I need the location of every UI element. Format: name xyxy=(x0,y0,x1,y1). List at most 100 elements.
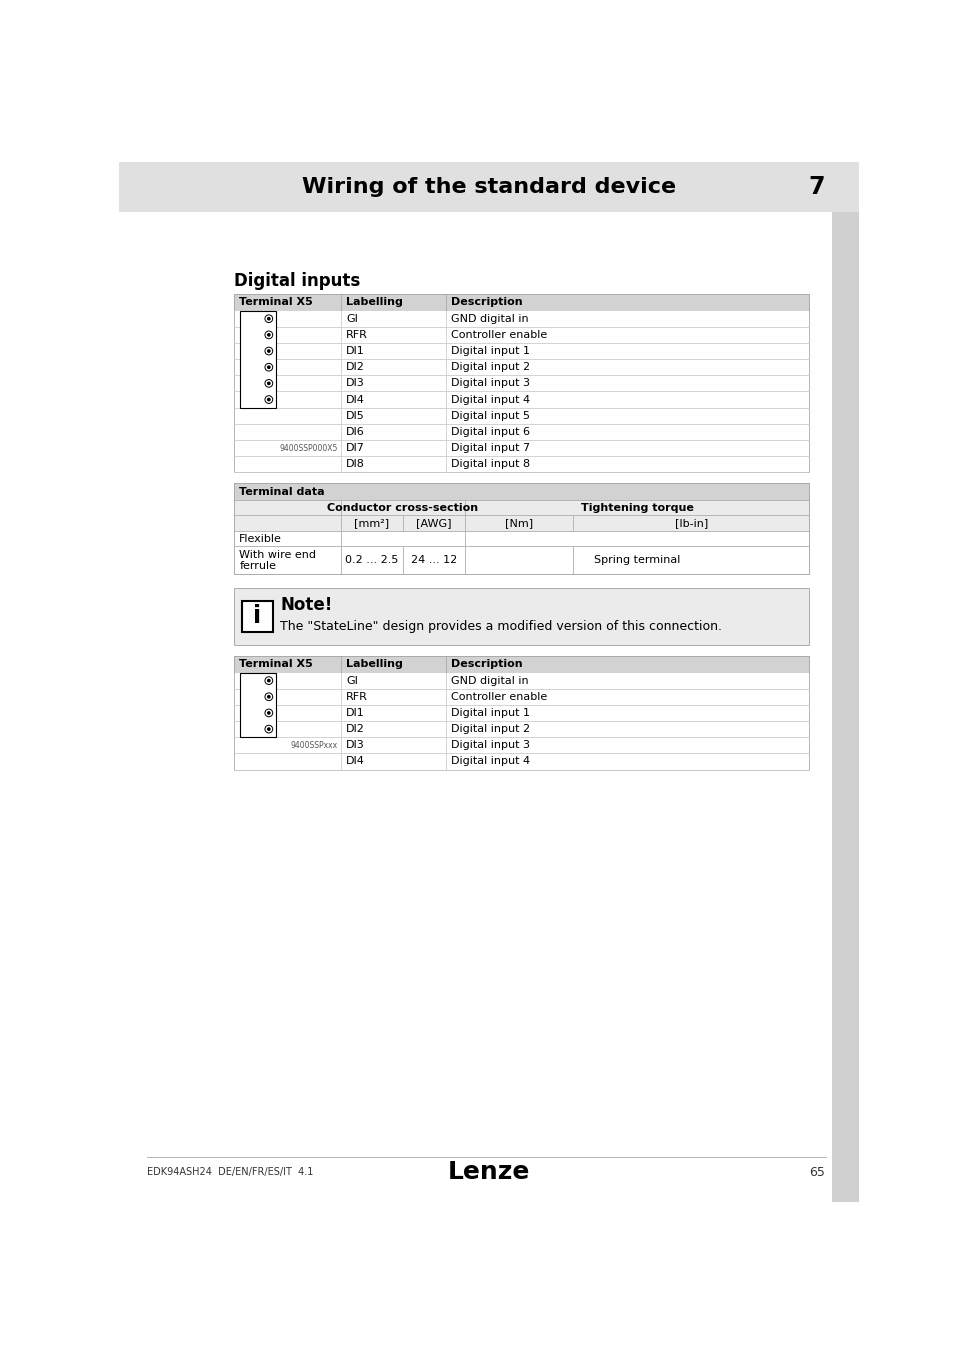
Text: DI3: DI3 xyxy=(346,740,365,751)
Bar xyxy=(233,656,808,770)
Text: 65: 65 xyxy=(808,1166,823,1179)
Text: DI1: DI1 xyxy=(346,707,365,718)
Bar xyxy=(233,547,340,574)
Bar xyxy=(233,310,808,327)
Text: Conductor cross-section: Conductor cross-section xyxy=(327,502,478,513)
Bar xyxy=(340,500,464,516)
Bar xyxy=(831,212,858,1202)
Circle shape xyxy=(265,676,273,684)
Bar xyxy=(233,483,808,574)
Text: The "StateLine" design provides a modified version of this connection.: The "StateLine" design provides a modifi… xyxy=(280,620,721,633)
Text: EDK94ASH24  DE/EN/FR/ES/IT  4.1: EDK94ASH24 DE/EN/FR/ES/IT 4.1 xyxy=(147,1168,314,1177)
Text: [lb-in]: [lb-in] xyxy=(674,518,707,528)
Circle shape xyxy=(265,315,273,323)
Text: Labelling: Labelling xyxy=(346,659,403,670)
Text: DI4: DI4 xyxy=(346,756,365,767)
Bar xyxy=(464,531,808,547)
Text: [Nm]: [Nm] xyxy=(504,518,533,528)
Bar xyxy=(241,601,273,632)
Text: DI2: DI2 xyxy=(346,362,365,373)
Bar xyxy=(233,587,808,645)
Text: 9400SSP000X5: 9400SSP000X5 xyxy=(279,444,337,452)
Bar xyxy=(340,547,402,574)
Text: DI4: DI4 xyxy=(346,394,365,405)
Text: Digital input 7: Digital input 7 xyxy=(451,443,530,454)
Bar xyxy=(464,547,573,574)
Text: [mm²]: [mm²] xyxy=(354,518,389,528)
Bar xyxy=(233,392,808,408)
Bar xyxy=(573,516,808,531)
Bar xyxy=(233,737,808,753)
Bar xyxy=(233,294,808,310)
Text: Controller enable: Controller enable xyxy=(451,329,547,340)
Bar xyxy=(233,408,808,424)
Bar xyxy=(233,753,808,769)
Text: DI1: DI1 xyxy=(346,346,365,356)
Bar xyxy=(233,516,340,531)
Text: Digital input 5: Digital input 5 xyxy=(451,410,530,421)
Bar xyxy=(233,656,808,672)
Text: Digital input 2: Digital input 2 xyxy=(451,362,530,373)
Bar xyxy=(233,440,808,456)
Circle shape xyxy=(265,331,273,339)
Text: Description: Description xyxy=(451,659,522,670)
Bar xyxy=(233,500,340,516)
Bar xyxy=(233,456,808,472)
Bar xyxy=(233,705,808,721)
Text: DI5: DI5 xyxy=(346,410,365,421)
Circle shape xyxy=(268,398,270,401)
Text: 7: 7 xyxy=(807,176,824,198)
Circle shape xyxy=(268,728,270,730)
Circle shape xyxy=(268,366,270,369)
Circle shape xyxy=(268,333,270,336)
Text: Digital input 2: Digital input 2 xyxy=(451,724,530,734)
Bar xyxy=(240,672,275,737)
Text: Digital input 8: Digital input 8 xyxy=(451,459,530,470)
Circle shape xyxy=(268,350,270,352)
Text: DI6: DI6 xyxy=(346,427,365,437)
Text: RFR: RFR xyxy=(346,691,368,702)
Text: Flexible: Flexible xyxy=(239,533,282,544)
Text: With wire end: With wire end xyxy=(239,551,316,560)
Bar xyxy=(233,327,808,343)
Text: Digital input 1: Digital input 1 xyxy=(451,346,530,356)
Bar xyxy=(119,162,858,212)
Text: Labelling: Labelling xyxy=(346,297,403,308)
Text: Terminal data: Terminal data xyxy=(239,486,325,497)
Text: Note!: Note! xyxy=(280,595,333,614)
Circle shape xyxy=(265,347,273,355)
Text: GI: GI xyxy=(346,675,357,686)
Text: Wiring of the standard device: Wiring of the standard device xyxy=(301,177,676,197)
Circle shape xyxy=(268,695,270,698)
Bar xyxy=(240,310,275,408)
Bar xyxy=(402,547,464,574)
Circle shape xyxy=(268,317,270,320)
Text: Digital input 4: Digital input 4 xyxy=(451,394,530,405)
Text: DI7: DI7 xyxy=(346,443,365,454)
Text: Lenze: Lenze xyxy=(447,1160,530,1184)
Bar xyxy=(464,516,573,531)
Circle shape xyxy=(265,709,273,717)
Text: Digital input 4: Digital input 4 xyxy=(451,756,530,767)
Text: [AWG]: [AWG] xyxy=(416,518,451,528)
Bar xyxy=(233,359,808,375)
Text: Terminal X5: Terminal X5 xyxy=(239,659,313,670)
Bar xyxy=(233,483,808,499)
Text: 24 ... 12: 24 ... 12 xyxy=(411,555,456,566)
Bar xyxy=(233,375,808,391)
Bar xyxy=(573,547,808,574)
Bar xyxy=(233,294,808,472)
Circle shape xyxy=(265,725,273,733)
Text: Tightening torque: Tightening torque xyxy=(580,502,693,513)
Circle shape xyxy=(268,679,270,682)
Bar xyxy=(233,688,808,705)
Bar xyxy=(233,424,808,440)
Text: Controller enable: Controller enable xyxy=(451,691,547,702)
Text: 9400SSPxxx: 9400SSPxxx xyxy=(291,741,337,749)
Text: Description: Description xyxy=(451,297,522,308)
Bar xyxy=(402,516,464,531)
Text: DI2: DI2 xyxy=(346,724,365,734)
Bar xyxy=(233,531,340,547)
Text: Spring terminal: Spring terminal xyxy=(593,555,679,566)
Text: DI8: DI8 xyxy=(346,459,365,470)
